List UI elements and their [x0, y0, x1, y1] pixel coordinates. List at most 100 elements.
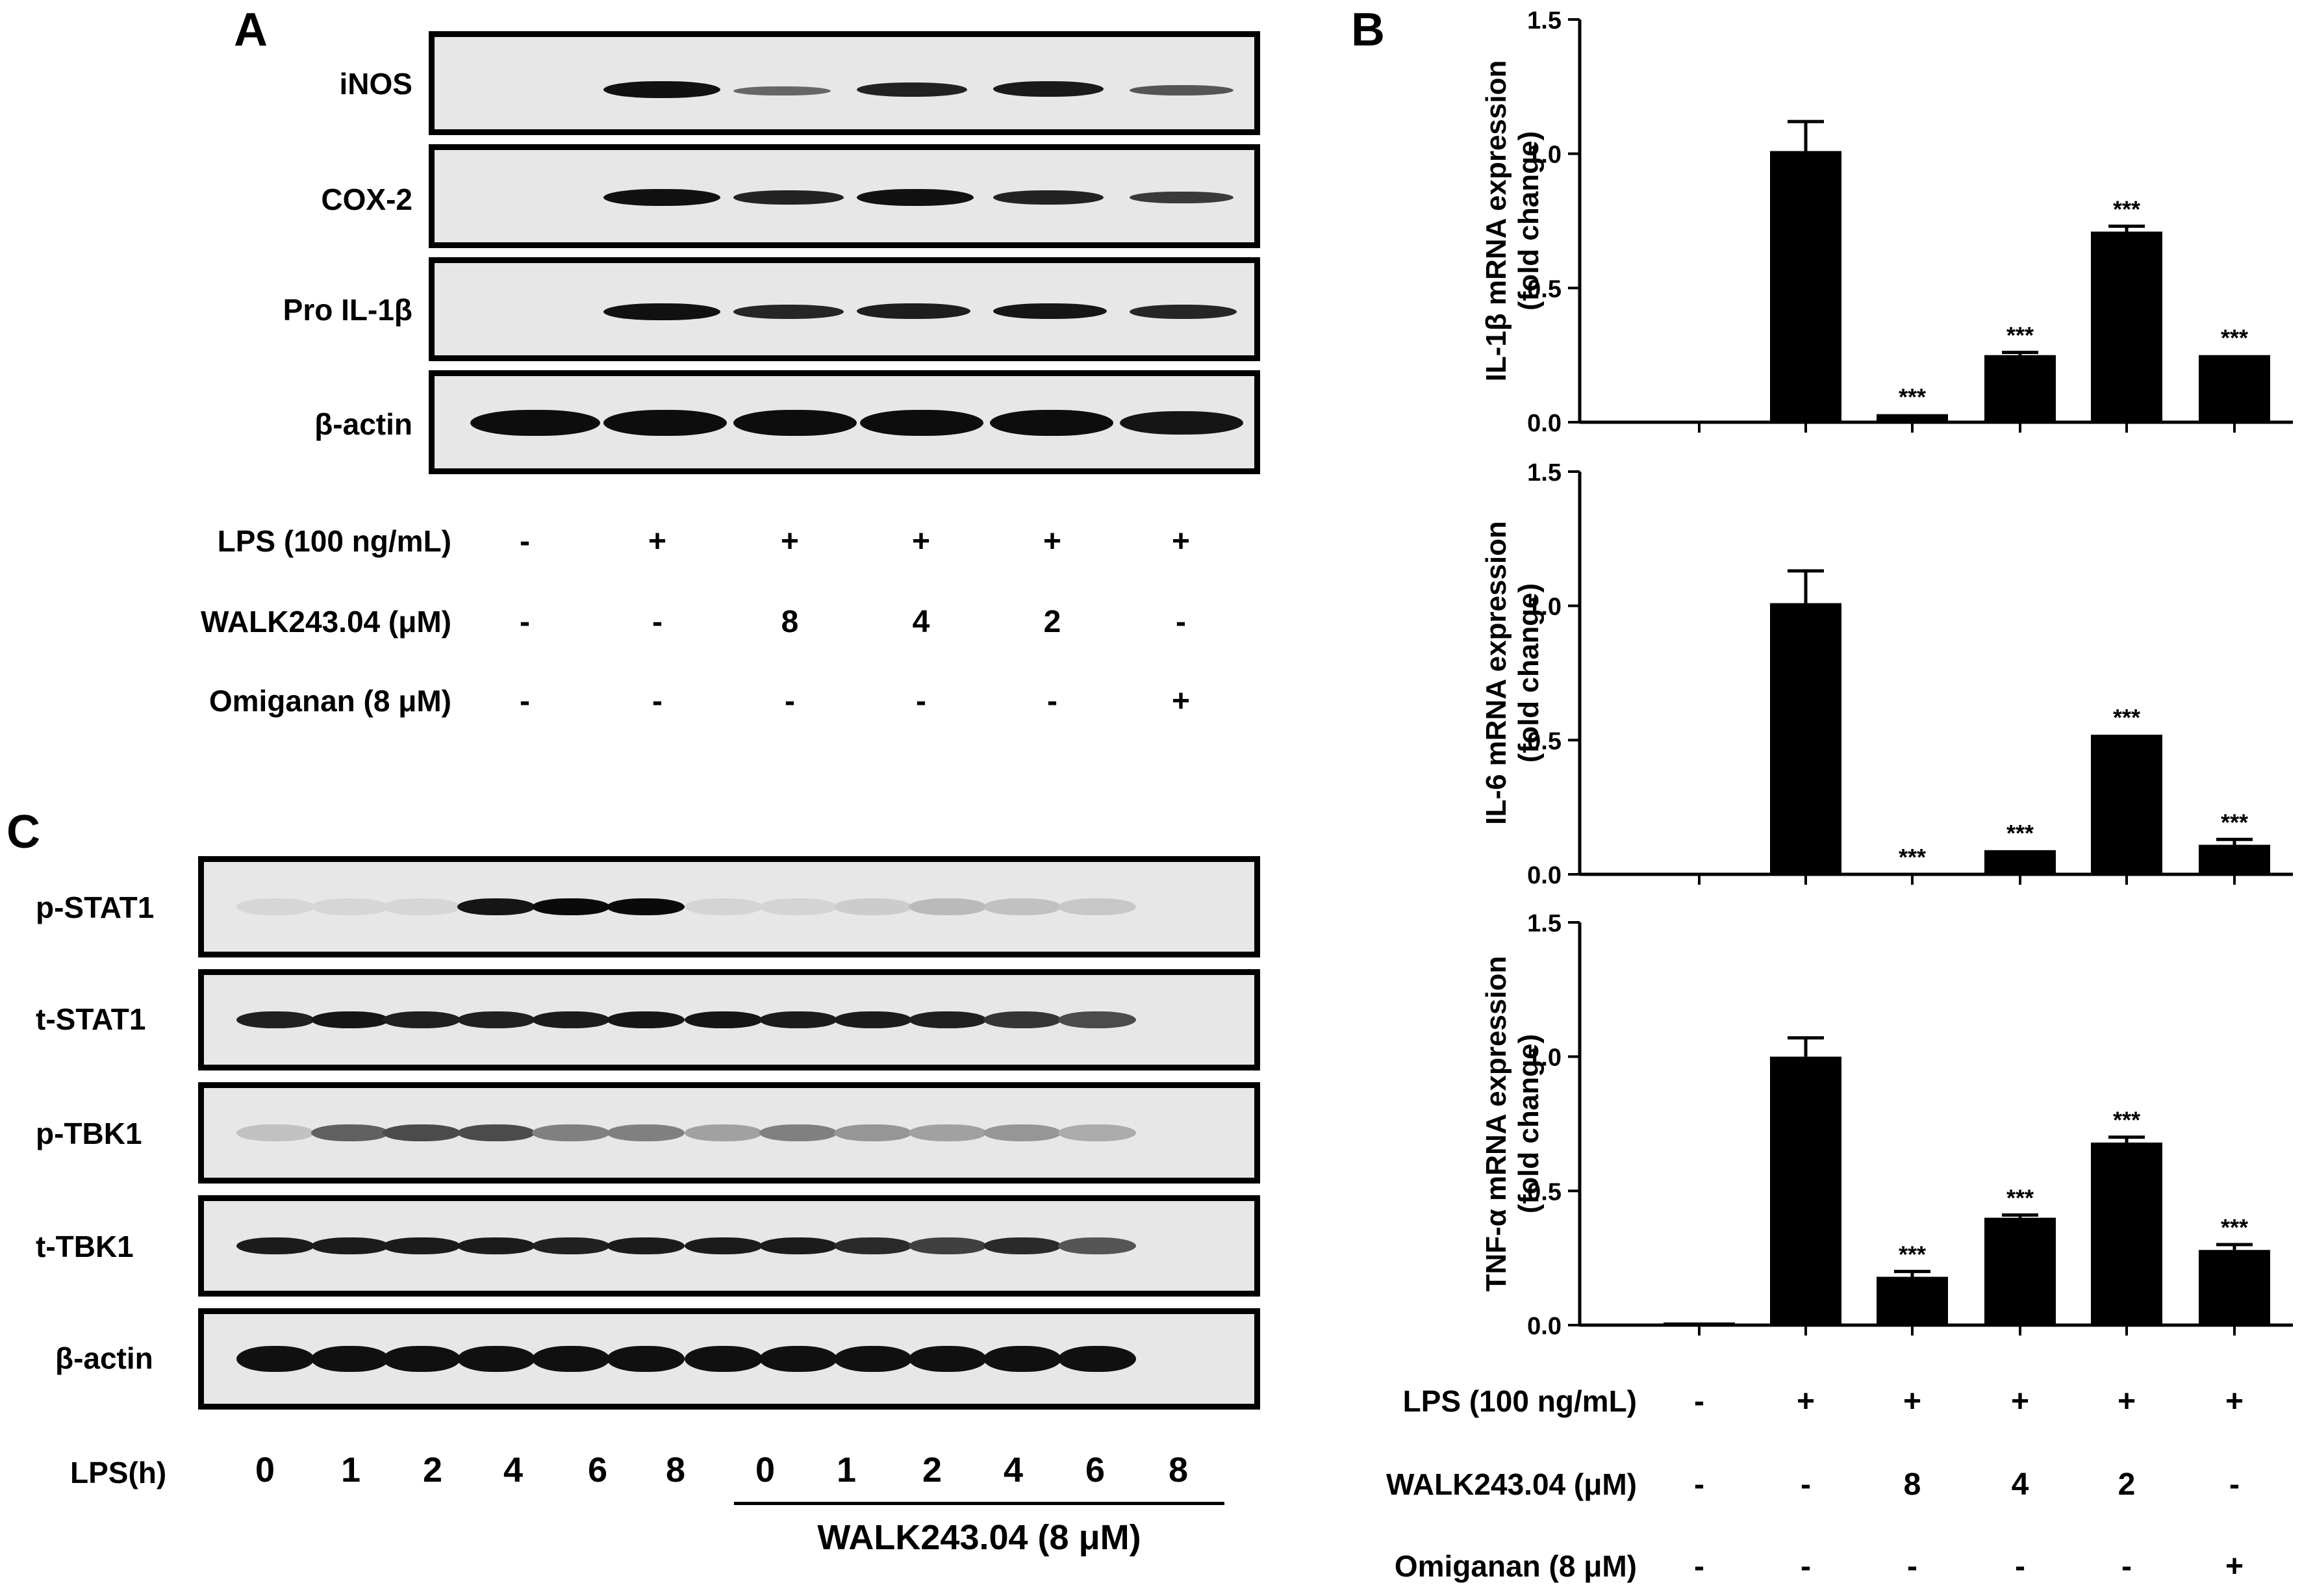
blot-label-pstat1: p-STAT1	[36, 891, 155, 924]
blot-c-t-stat1	[198, 969, 1260, 1070]
band	[311, 1011, 389, 1028]
panel-a-cond-value: -	[520, 524, 530, 559]
panel-a-cond-value: 4	[912, 605, 930, 639]
panel-b-cond-value: +	[1796, 1384, 1815, 1419]
band	[759, 1011, 837, 1028]
blot-label-pro-il1b: Pro IL-1β	[283, 293, 412, 327]
band	[1058, 1237, 1136, 1254]
band	[457, 1237, 535, 1254]
band	[685, 1237, 763, 1254]
y-tick-label: 0.5	[1527, 728, 1562, 755]
significance-mark: ***	[2113, 196, 2140, 222]
band	[993, 190, 1104, 205]
panel-b-cond-value: -	[1907, 1549, 1917, 1584]
y-tick-label: 0.0	[1527, 410, 1562, 437]
panel-b-cond-value: -	[2229, 1467, 2240, 1502]
lps-hours-label: LPS(h)	[70, 1456, 167, 1489]
blot-label-tstat1: t-STAT1	[36, 1002, 146, 1036]
cond-label-lps-b: LPS (100 ng/mL)	[1402, 1384, 1637, 1418]
band	[532, 1124, 610, 1141]
band	[990, 410, 1113, 436]
panel-a-cond-value: +	[1043, 524, 1062, 559]
band	[607, 1237, 685, 1254]
band	[834, 1237, 912, 1254]
bar	[2199, 844, 2270, 874]
band	[532, 1011, 610, 1028]
panel-a-cond-value: -	[652, 605, 663, 639]
band	[983, 1346, 1061, 1372]
bar	[2199, 1250, 2270, 1325]
band	[383, 898, 461, 915]
panel-b-cond-value: 2	[2118, 1467, 2136, 1502]
panel-a-cond-value: -	[916, 684, 926, 718]
y-tick-label: 0.0	[1527, 862, 1562, 889]
panel-b-cond-value: +	[2010, 1384, 2030, 1419]
significance-mark: ***	[2221, 1214, 2248, 1241]
band	[383, 1346, 461, 1372]
panel-b-letter: B	[1351, 4, 1385, 56]
treatment-label: WALK243.04 (8 μM)	[817, 1518, 1141, 1557]
lane-label: 1	[836, 1450, 857, 1489]
band	[457, 1346, 535, 1372]
band	[909, 1011, 987, 1028]
panel-a-cond-value: -	[652, 684, 663, 718]
lane-label: 6	[587, 1450, 608, 1489]
panel-c-letter: C	[6, 806, 40, 858]
band	[607, 1124, 685, 1141]
band	[532, 1346, 610, 1372]
band	[1058, 1346, 1136, 1372]
y-axis-label: (fold change)	[1513, 131, 1545, 310]
band	[236, 1237, 314, 1254]
significance-mark: ***	[1899, 384, 1926, 411]
blot-c--actin	[198, 1308, 1260, 1410]
band	[607, 898, 685, 915]
blot-label-ptbk1: p-TBK1	[36, 1117, 142, 1150]
panel-b-cond-value: -	[1694, 1384, 1704, 1419]
bar	[1663, 1322, 1735, 1325]
band	[1130, 192, 1233, 203]
band	[983, 898, 1061, 915]
band	[759, 1237, 837, 1254]
band	[383, 1237, 461, 1254]
blot-c-t-tbk1	[198, 1195, 1260, 1297]
bar	[1770, 1056, 1841, 1325]
band	[834, 1011, 912, 1028]
band	[607, 1011, 685, 1028]
band	[983, 1237, 1061, 1254]
cond-label-omiganan-b: Omiganan (8 μM)	[1394, 1549, 1637, 1583]
bar	[2091, 231, 2162, 422]
panel-b-bar-charts: 0.00.51.01.5IL-1β mRNA expression (fold c…	[1481, 7, 2293, 1338]
band	[236, 898, 314, 915]
y-tick-label: 1.0	[1527, 142, 1562, 169]
panel-b-cond-value: -	[1801, 1467, 1811, 1502]
band	[311, 1124, 389, 1141]
band	[603, 189, 720, 206]
band	[759, 1124, 837, 1141]
bar	[1770, 603, 1841, 874]
significance-mark: ***	[2221, 809, 2248, 835]
blot-label-ttbk1: t-TBK1	[36, 1230, 134, 1263]
band	[993, 303, 1107, 319]
band	[1058, 898, 1136, 915]
band	[532, 898, 610, 915]
band	[909, 1124, 987, 1141]
panel-a-cond-value: +	[780, 524, 800, 559]
band	[685, 1124, 763, 1141]
band	[909, 898, 987, 915]
band	[1120, 411, 1243, 435]
band	[733, 86, 831, 95]
panel-a-cond-value: -	[520, 684, 530, 718]
band	[983, 1011, 1061, 1028]
band	[311, 898, 389, 915]
band	[857, 189, 974, 206]
significance-mark: ***	[2113, 704, 2140, 731]
blot-pro-il1b	[429, 257, 1260, 361]
band	[311, 1237, 389, 1254]
lane-label: 8	[665, 1450, 686, 1489]
panel-a-cond-value: +	[1171, 684, 1191, 718]
blot-inos	[429, 31, 1260, 135]
band	[993, 81, 1104, 97]
cond-label-walk-a: WALK243.04 (μM)	[201, 605, 451, 639]
y-tick-label: 0.5	[1527, 1178, 1562, 1206]
panel-a-cond-value: -	[520, 605, 530, 639]
